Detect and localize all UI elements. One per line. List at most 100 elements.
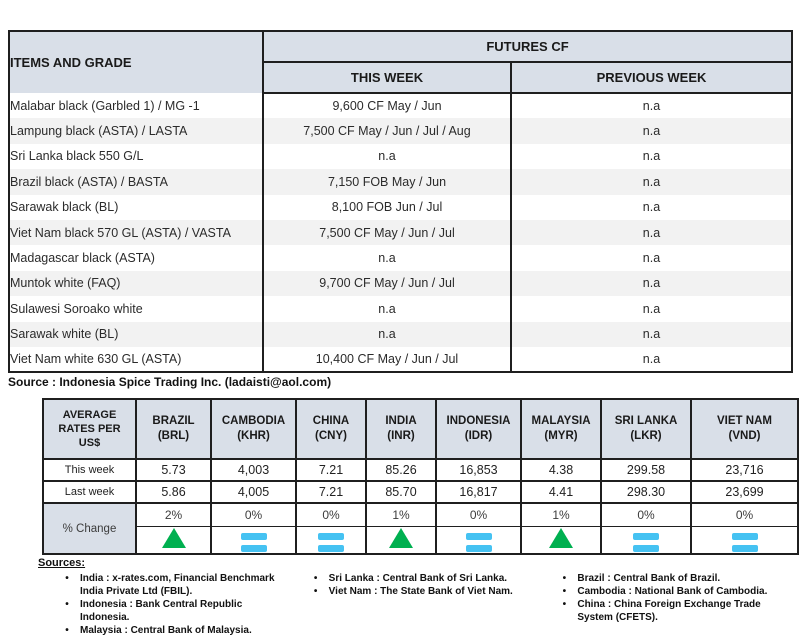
previous-week-cell: n.a <box>510 270 793 297</box>
rate-cell: 23,699 <box>690 480 799 504</box>
rate-cell: 4.41 <box>520 480 602 504</box>
this-week-cell: n.a <box>262 296 512 322</box>
futures-cf-header: FUTURES CF <box>262 31 793 63</box>
table-row: Lampung black (ASTA) / LASTA 7,500 CF Ma… <box>8 118 793 144</box>
column-header-china: CHINA (CNY) <box>295 398 367 460</box>
item-cell: Sarawak white (BL) <box>8 321 264 347</box>
list-item: • Brazil : Central Bank of Brazil. <box>551 572 790 585</box>
trend-icon <box>633 531 659 552</box>
this-week-cell: n.a <box>262 321 512 347</box>
bullet-icon: • <box>562 599 567 610</box>
table-row: Sulawesi Soroako white n.a n.a <box>8 296 793 322</box>
list-item: • China : China Foreign Exchange Trade Sy… <box>551 598 790 624</box>
table-row: Viet Nam white 630 GL (ASTA) 10,400 CF M… <box>8 346 793 373</box>
rate-cell: 85.26 <box>365 458 437 482</box>
column-header-brazil: BRAZIL (BRL) <box>135 398 212 460</box>
trend-icon <box>466 531 492 552</box>
previous-week-cell: n.a <box>510 346 793 373</box>
this-week-cell: 9,600 CF May / Jun <box>262 93 512 119</box>
change-cell: 1% <box>365 502 437 527</box>
row-label: This week <box>42 458 137 482</box>
items-and-grade-header: ITEMS AND GRADE <box>8 31 264 93</box>
bullet-icon: • <box>562 586 567 597</box>
previous-week-cell: n.a <box>510 93 793 119</box>
this-week-row: This week 5.73 4,003 7.21 85.26 16,853 4… <box>42 458 799 482</box>
table-row: Brazil black (ASTA) / BASTA 7,150 FOB Ma… <box>8 169 793 195</box>
item-cell: Viet Nam white 630 GL (ASTA) <box>8 346 264 373</box>
rate-cell: 85.70 <box>365 480 437 504</box>
table-row: Sarawak black (BL) 8,100 FOB Jun / Jul n… <box>8 194 793 220</box>
rate-cell: 7.21 <box>295 458 367 482</box>
previous-week-cell: n.a <box>510 169 793 195</box>
item-cell: Muntok white (FAQ) <box>8 270 264 297</box>
list-item: • Cambodia : National Bank of Cambodia. <box>551 585 790 598</box>
change-cell: 0% <box>295 502 367 527</box>
previous-week-cell: n.a <box>510 194 793 220</box>
sources-column-3: • Brazil : Central Bank of Brazil. • Cambo… <box>551 572 790 637</box>
previous-week-cell: n.a <box>510 321 793 347</box>
last-week-row: Last week 5.86 4,005 7.21 85.70 16,817 4… <box>42 480 799 504</box>
rate-cell: 5.86 <box>135 480 212 504</box>
trend-icon <box>162 527 186 549</box>
bullet-icon: • <box>65 573 69 584</box>
rate-cell: 16,853 <box>435 458 522 482</box>
trend-icon <box>549 527 573 549</box>
sources-heading: Sources: <box>38 557 86 569</box>
rate-cell: 16,817 <box>435 480 522 504</box>
previous-week-cell: n.a <box>510 245 793 271</box>
column-header-india: INDIA (INR) <box>365 398 437 460</box>
rate-cell: 298.30 <box>600 480 692 504</box>
this-week-cell: 7,500 CF May / Jun / Jul <box>262 219 512 246</box>
table-row: Sarawak white (BL) n.a n.a <box>8 321 793 347</box>
this-week-cell: 7,150 FOB May / Jun <box>262 169 512 195</box>
change-cell: 0% <box>210 502 297 527</box>
bullet-icon: • <box>313 586 318 597</box>
column-header-malaysia: MALAYSIA (MYR) <box>520 398 602 460</box>
item-cell: Sri Lanka black 550 G/L <box>8 143 264 170</box>
item-cell: Malabar black (Garbled 1) / MG -1 <box>8 93 264 119</box>
table-row: Sri Lanka black 550 G/L n.a n.a <box>8 143 793 170</box>
item-cell: Lampung black (ASTA) / LASTA <box>8 118 264 144</box>
previous-week-cell: n.a <box>510 296 793 322</box>
sources-column-1: • India : x-rates.com, Financial Benchmar… <box>54 572 293 637</box>
this-week-cell: 8,100 FOB Jun / Jul <box>262 194 512 220</box>
bullet-icon: • <box>65 599 69 610</box>
item-cell: Madagascar black (ASTA) <box>8 245 264 271</box>
this-week-cell: n.a <box>262 245 512 271</box>
trend-icon <box>318 531 344 552</box>
previous-week-header: PREVIOUS WEEK <box>510 62 793 94</box>
previous-week-cell: n.a <box>510 219 793 246</box>
previous-week-cell: n.a <box>510 118 793 144</box>
this-week-cell: 7,500 CF May / Jun / Jul / Aug <box>262 118 512 144</box>
table-row: Malabar black (Garbled 1) / MG -1 9,600 … <box>8 93 793 119</box>
average-rates-header: AVERAGE RATES PER US$ <box>42 398 137 460</box>
change-cell: 2% <box>135 502 212 527</box>
list-item: • India : x-rates.com, Financial Benchmar… <box>54 572 293 598</box>
trend-icons-row <box>43 526 799 555</box>
rate-cell: 23,716 <box>690 458 799 482</box>
percent-change-row: % Change 2% 0% 0% 1% 0% 1% 0% 0% <box>42 502 799 555</box>
change-cell: 0% <box>600 502 692 527</box>
column-header-sri-lanka: SRI LANKA (LKR) <box>600 398 692 460</box>
column-header-viet-nam: VIET NAM (VND) <box>690 398 799 460</box>
row-label: Last week <box>42 480 137 504</box>
rate-cell: 4,003 <box>210 458 297 482</box>
list-item: • Indonesia : Bank Central Republic Indon… <box>54 598 293 624</box>
rate-cell: 7.21 <box>295 480 367 504</box>
bullet-icon: • <box>313 573 318 584</box>
item-cell: Viet Nam black 570 GL (ASTA) / VASTA <box>8 219 264 246</box>
list-item: • Sri Lanka : Central Bank of Sri Lanka. <box>303 572 542 585</box>
change-cell: 0% <box>435 502 522 527</box>
source-note: Source : Indonesia Spice Trading Inc. (l… <box>8 375 332 389</box>
rate-cell: 4,005 <box>210 480 297 504</box>
this-week-cell: n.a <box>262 143 512 170</box>
this-week-cell: 9,700 CF May / Jun / Jul <box>262 270 512 297</box>
rate-cell: 5.73 <box>135 458 212 482</box>
table-row: Muntok white (FAQ) 9,700 CF May / Jun / … <box>8 270 793 297</box>
rate-cell: 4.38 <box>520 458 602 482</box>
change-cell: 1% <box>520 502 602 527</box>
column-header-cambodia: CAMBODIA (KHR) <box>210 398 297 460</box>
change-cell: 0% <box>690 502 799 527</box>
table-row: Madagascar black (ASTA) n.a n.a <box>8 245 793 271</box>
